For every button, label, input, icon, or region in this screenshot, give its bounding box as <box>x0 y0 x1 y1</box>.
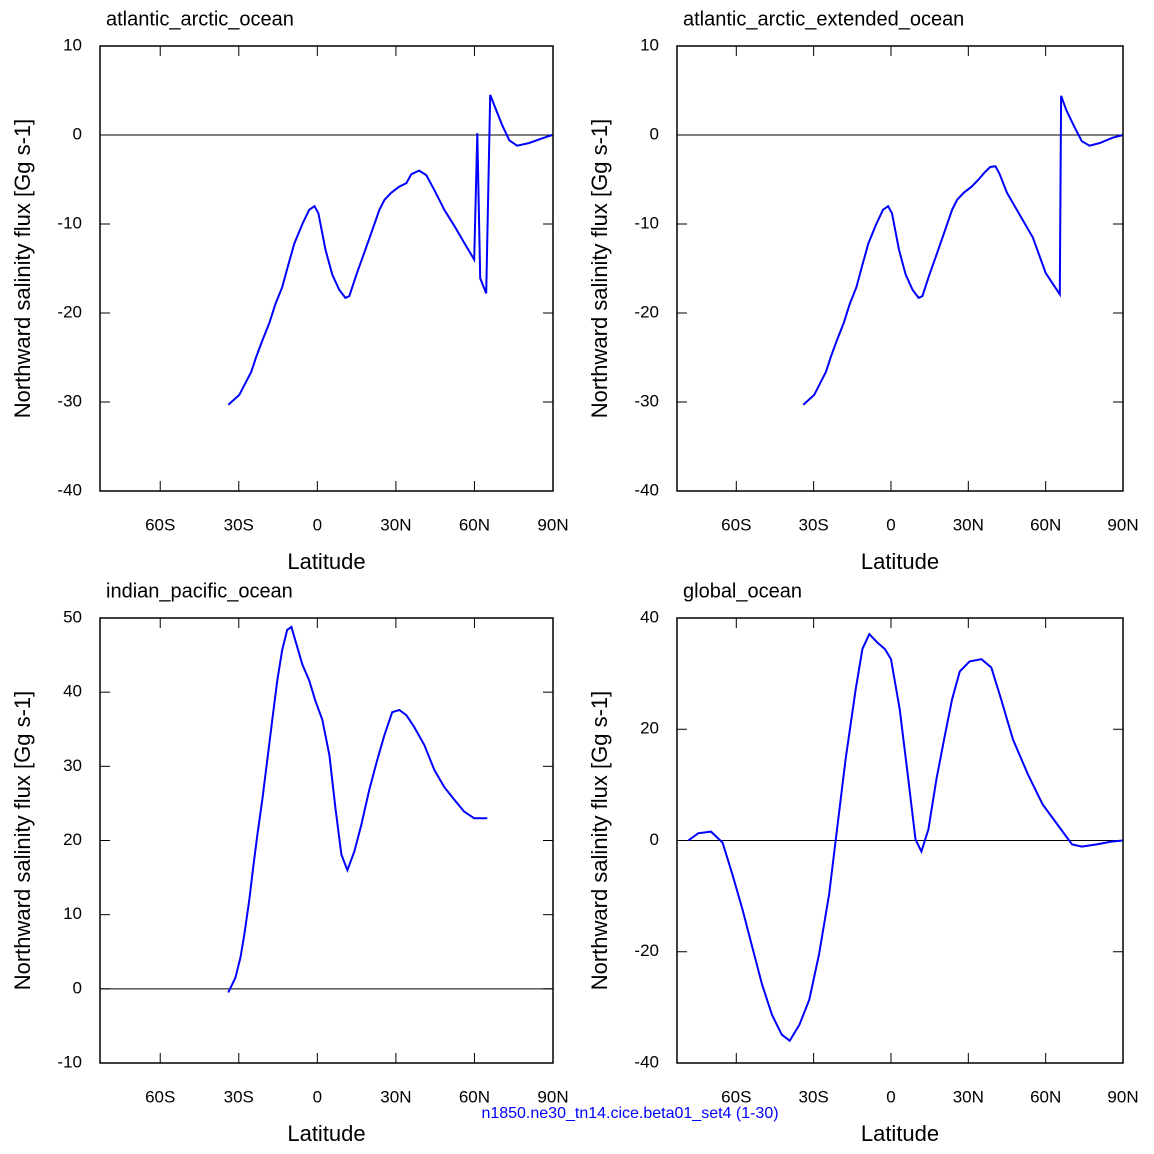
y-tick-label: -40 <box>634 480 659 499</box>
y-tick-label: 0 <box>650 830 659 849</box>
panel-title: indian_pacific_ocean <box>106 580 293 602</box>
y-tick-label: -10 <box>57 213 82 232</box>
x-tick-label: 30S <box>799 515 829 534</box>
y-tick-label: -10 <box>57 1052 82 1071</box>
x-tick-label: 60S <box>721 1087 751 1106</box>
plot-frame <box>99 617 554 1064</box>
x-tick-label: 0 <box>313 515 322 534</box>
plot-frame <box>676 45 1124 492</box>
x-axis-label: Latitude <box>861 549 939 574</box>
x-tick-label: 90N <box>1107 515 1138 534</box>
panel-title: atlantic_arctic_extended_ocean <box>683 8 964 30</box>
y-tick-label: -30 <box>57 391 82 410</box>
y-tick-label: -20 <box>634 941 659 960</box>
x-tick-label: 30N <box>953 1087 984 1106</box>
x-tick-label: 0 <box>886 1087 895 1106</box>
x-tick-label: 30S <box>224 1087 254 1106</box>
x-tick-label: 60N <box>1030 515 1061 534</box>
y-tick-label: -40 <box>57 480 82 499</box>
y-tick-label: -40 <box>634 1052 659 1071</box>
y-tick-label: -30 <box>634 391 659 410</box>
y-tick-label: 10 <box>63 904 82 923</box>
x-tick-label: 0 <box>886 515 895 534</box>
x-axis-label: Latitude <box>861 1121 939 1146</box>
y-tick-label: 40 <box>63 682 82 701</box>
y-tick-label: 20 <box>63 830 82 849</box>
x-tick-label: 60N <box>459 515 490 534</box>
y-axis-label: Northward salinity flux [Gg s-1] <box>587 691 612 991</box>
y-axis-label: Northward salinity flux [Gg s-1] <box>10 119 35 419</box>
x-tick-label: 60N <box>459 1087 490 1106</box>
x-tick-label: 60N <box>1030 1087 1061 1106</box>
x-tick-label: 90N <box>1107 1087 1138 1106</box>
y-tick-label: -20 <box>57 302 82 321</box>
y-tick-label: 30 <box>63 756 82 775</box>
y-tick-label: 10 <box>640 35 659 54</box>
plot-frame <box>676 617 1124 1064</box>
x-tick-label: 30N <box>953 515 984 534</box>
y-tick-label: 0 <box>73 978 82 997</box>
footer: n1850.ne30_tn14.cice.beta01_set4 (1-30) <box>481 1105 778 1122</box>
x-tick-label: 30N <box>380 1087 411 1106</box>
plot-frame <box>99 45 554 492</box>
panel-title: atlantic_arctic_ocean <box>106 8 294 30</box>
y-tick-label: -20 <box>634 302 659 321</box>
x-tick-label: 60S <box>145 1087 175 1106</box>
data-line <box>227 94 553 406</box>
y-tick-label: -10 <box>634 213 659 232</box>
x-tick-label: 60S <box>721 515 751 534</box>
x-tick-label: 90N <box>537 515 568 534</box>
x-axis-label: Latitude <box>287 1121 365 1146</box>
y-tick-label: 10 <box>63 35 82 54</box>
data-line <box>802 95 1124 406</box>
x-tick-label: 60S <box>145 515 175 534</box>
data-line <box>687 632 1124 1043</box>
y-tick-label: 20 <box>640 719 659 738</box>
y-tick-label: 40 <box>640 607 659 626</box>
x-tick-label: 0 <box>313 1087 322 1106</box>
y-axis-label: Northward salinity flux [Gg s-1] <box>587 119 612 419</box>
y-axis-label: Northward salinity flux [Gg s-1] <box>10 691 35 991</box>
x-tick-label: 90N <box>537 1087 568 1106</box>
x-tick-label: 30N <box>380 515 411 534</box>
y-tick-label: 50 <box>63 607 82 626</box>
x-tick-label: 30S <box>799 1087 829 1106</box>
y-tick-label: 0 <box>73 124 82 143</box>
data-line <box>227 625 488 993</box>
y-tick-label: 0 <box>650 124 659 143</box>
x-axis-label: Latitude <box>287 549 365 574</box>
panel-title: global_ocean <box>683 580 802 602</box>
x-tick-label: 30S <box>224 515 254 534</box>
